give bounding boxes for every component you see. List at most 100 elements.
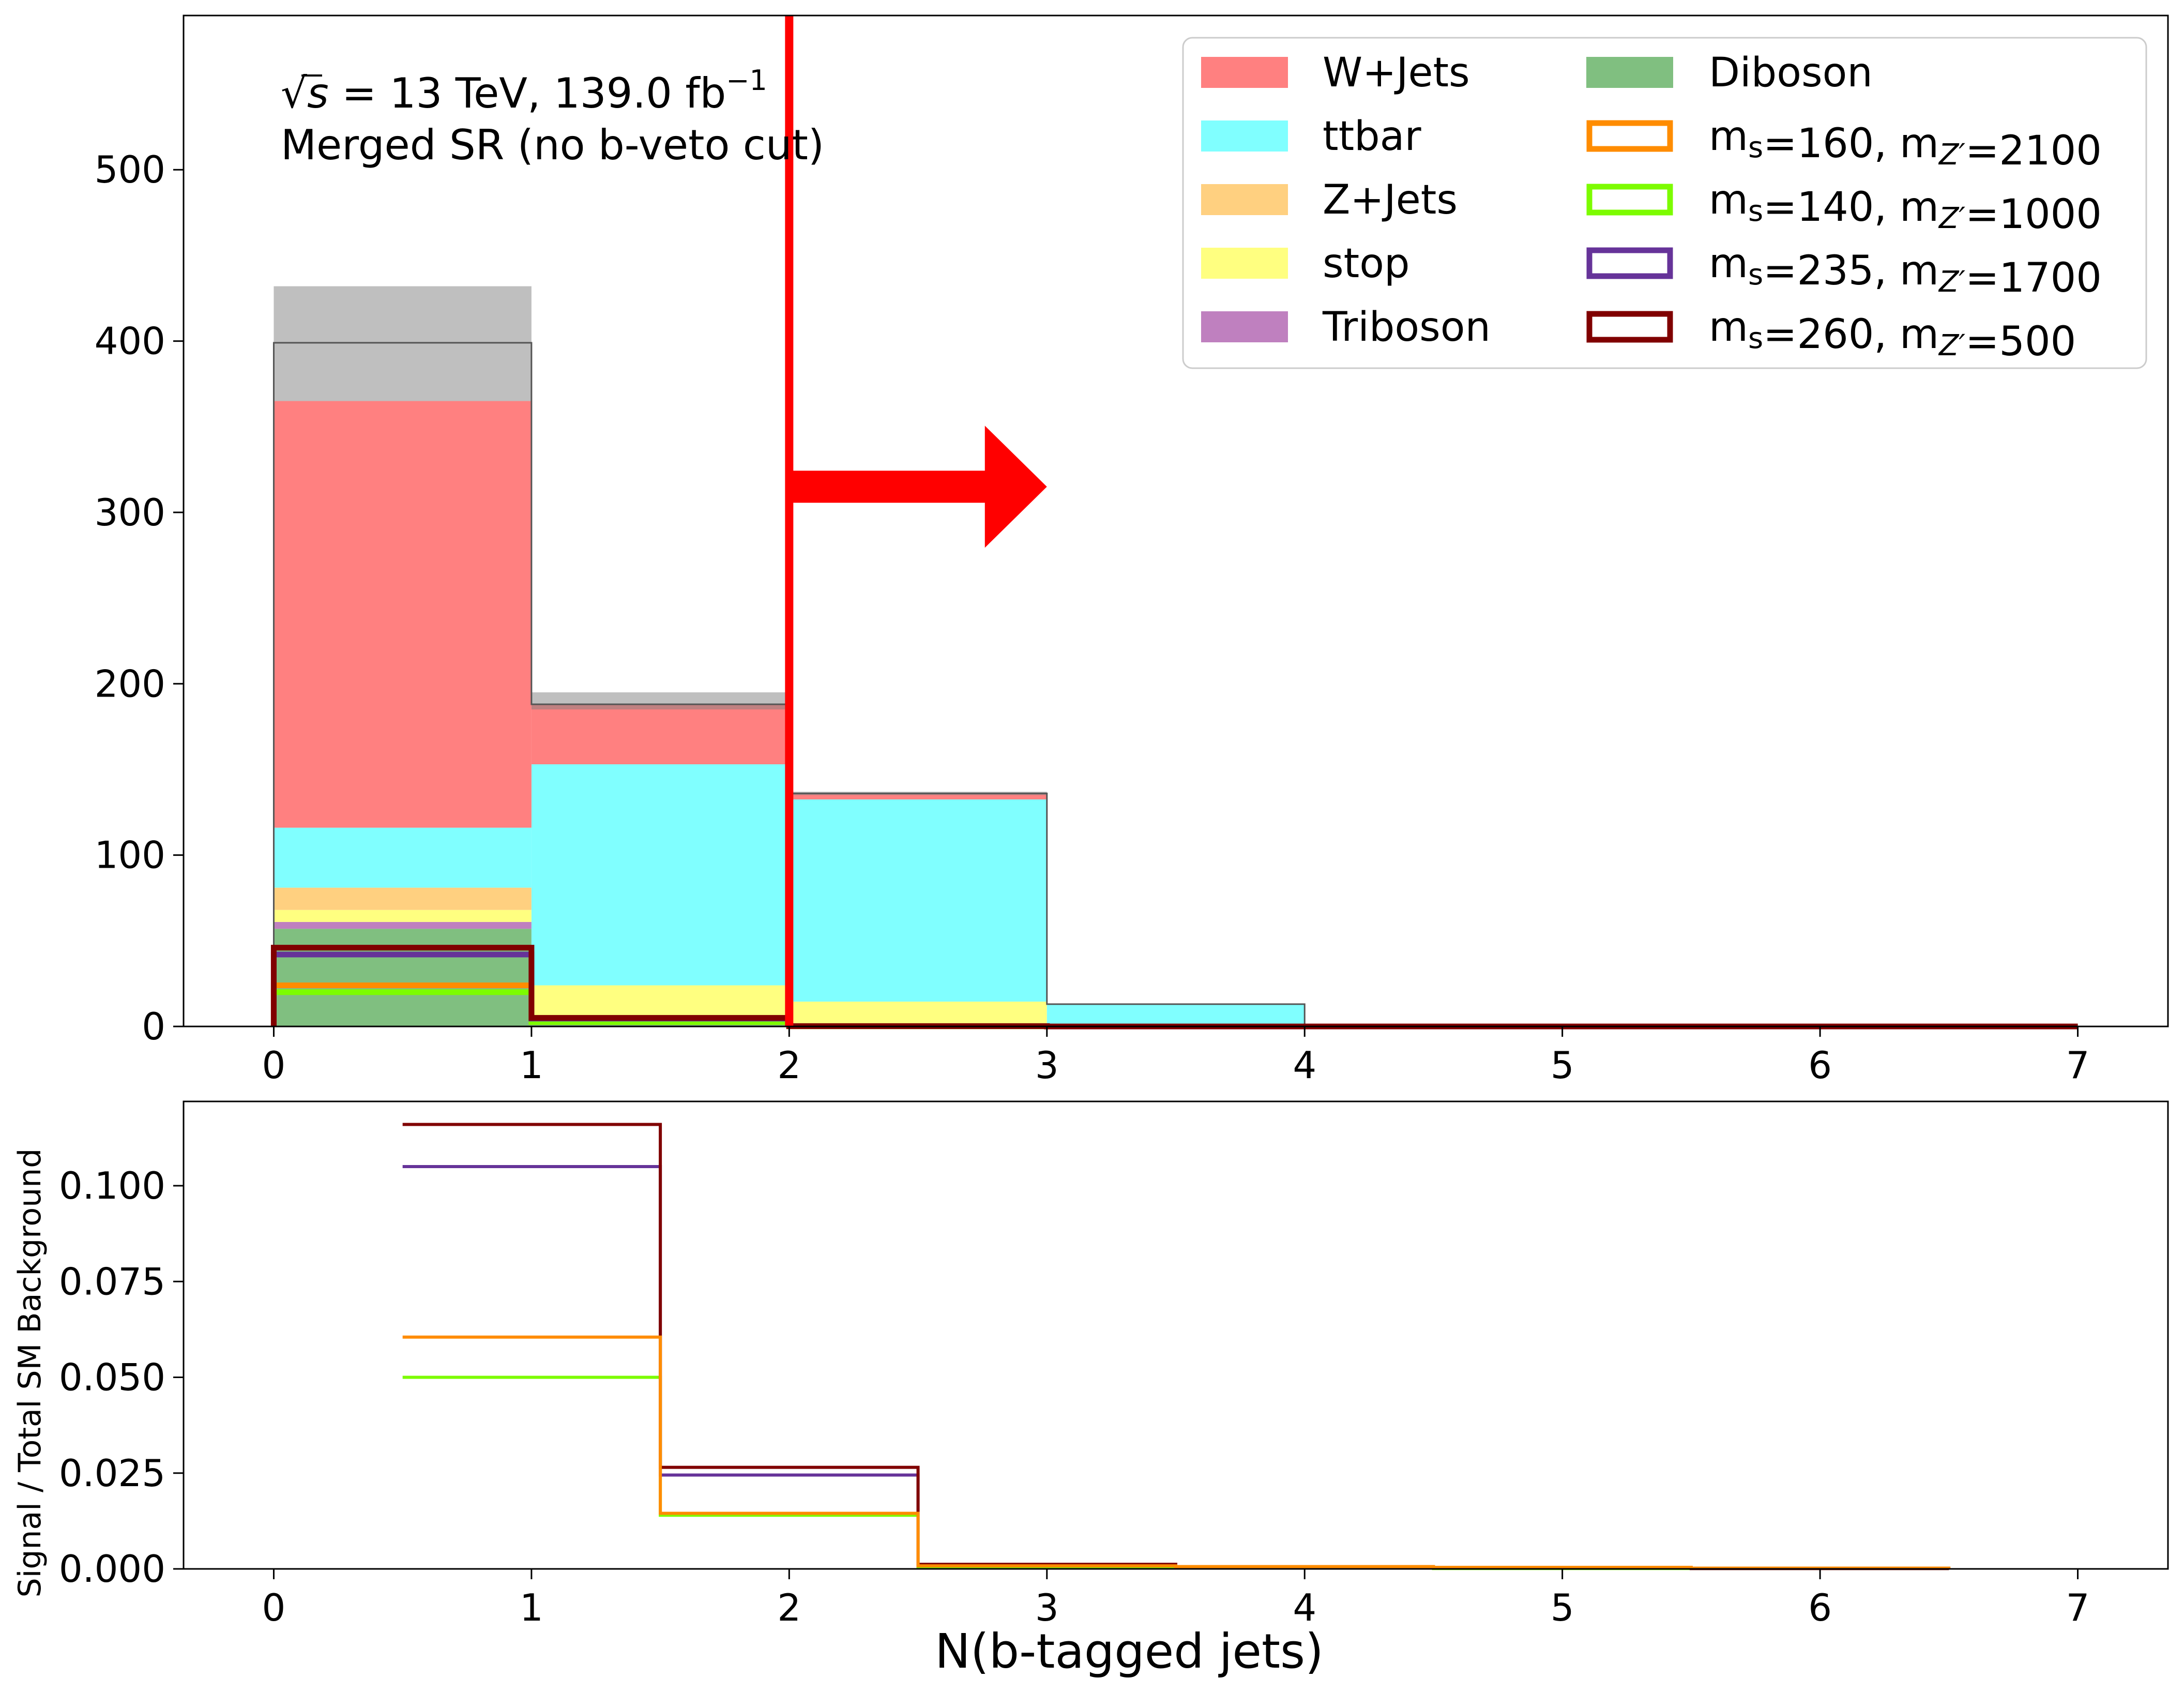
cut-direction-arrow [789,426,1047,548]
legend-swatch-ms-140-mz-1000 [1586,184,1673,216]
main-x-tick-label-3: 3 [1035,1044,1059,1087]
ratio-x-tick-label-2: 2 [777,1586,801,1629]
legend-label-0-4: Triboson [1322,304,1491,351]
main-x-ticks: 0 1 2 3 4 5 6 7 [262,1026,2090,1087]
main-y-tick-label-500: 500 [95,148,165,191]
ratio-x-tick-label-3: 3 [1035,1586,1059,1629]
main-x-tick-label-2: 2 [777,1044,801,1087]
ratio-y-axis-label: Signal / Total SM Background [12,1148,48,1598]
ratio-x-tick-label-5: 5 [1551,1586,1574,1629]
bar-w-jets-bin-1 [531,704,790,765]
bar-w-jets-bin-0 [274,401,532,828]
uncertainty-band [274,286,1047,795]
legend-label-1-3: ms=235, mZ′=1700 [1709,240,2102,301]
ratio-x-tick-label-4: 4 [1293,1586,1316,1629]
legend-label-0-2: Z+Jets [1323,177,1458,223]
legend-swatch-diboson [1586,57,1673,88]
legend-frame [1182,37,2147,369]
legend-label-part: m [1709,177,1748,223]
main-x-tick-label-6: 6 [1808,1044,1832,1087]
main-x-tick-label-7: 7 [2066,1044,2090,1087]
bar-ttbar-bin-3 [1046,1004,1305,1026]
legend-label-0-1: ttbar [1323,113,1421,160]
ratio-y-tick-label-0.100: 0.100 [59,1164,165,1207]
legend-label-part: s [1748,194,1763,228]
legend-swatch-stop [1201,248,1288,279]
legend-label-part: =500 [1965,319,2076,365]
bar-ttbar-bin-1 [531,764,790,986]
legend-label-part: m [1709,304,1748,351]
legend-swatch-ttbar [1201,120,1288,152]
ratio-panel: 0 1 2 3 4 5 6 7 0.000 0.025 0.050 0.075 0.100 N(b-t… [12,1100,2169,1679]
energy-lumi-label: √s = 13 TeV, 139.0 fb−1 [281,64,767,117]
legend-label-part: =140, m [1763,184,1939,231]
main-histogram-panel: 0 1 2 3 4 5 6 7 0 100 200 300 400 500 √s = 13 TeV, 1… [95,14,2169,1087]
region-label: Merged SR (no b-veto cut) [281,121,824,169]
legend-label-1-4: ms=260, mZ′=500 [1709,304,2076,365]
main-y-tick-label-200: 200 [95,662,165,705]
legend-label-part: Z′ [1938,202,1965,235]
main-y-tick-label-400: 400 [95,320,165,363]
ratio-x-tick-label-0: 0 [262,1586,286,1629]
legend-swatch-ms-260-mz-500 [1586,311,1673,343]
legend-label-part: =160, m [1763,120,1939,167]
ratio-x-tick-label-1: 1 [520,1586,543,1629]
legend-label-part: =1700 [1965,255,2102,301]
main-x-tick-label-5: 5 [1551,1044,1574,1087]
ratio-y-tick-label-0.050: 0.050 [59,1356,165,1399]
ratio-y-tick-label-0.000: 0.000 [59,1547,165,1591]
bar-stop-bin-0 [274,910,532,922]
bar-ttbar-bin-2 [789,799,1047,1002]
x-axis-label: N(b-tagged jets) [935,1624,1324,1679]
ratio-x-ticks: 0 1 2 3 4 5 6 7 [262,1569,2090,1629]
ratio-y-tick-label-0.075: 0.075 [59,1260,165,1303]
legend-label-part: m [1709,240,1748,287]
legend-label-part: =235, m [1763,248,1939,294]
main-axes-frame [183,14,2169,1027]
legend-swatch-triboson [1201,311,1288,342]
legend-swatch-w-jets [1201,57,1288,88]
ratio-x-tick-label-6: 6 [1808,1586,1832,1629]
ratio-axes-frame [183,1100,2169,1570]
legend-swatch-ms-235-mz-1700 [1586,247,1673,279]
main-x-tick-label-4: 4 [1293,1044,1316,1087]
cut-indicator [785,16,1047,1026]
main-y-tick-label-100: 100 [95,834,165,877]
legend-label-part: =1000 [1965,191,2102,238]
legend-label-part: m [1709,113,1748,160]
bar-z-jets-bin-0 [274,887,532,910]
main-x-tick-label-1: 1 [520,1044,543,1087]
main-y-ticks: 0 100 200 300 400 500 [95,148,184,1048]
bar-ttbar-bin-0 [274,827,532,888]
bar-diboson-bin-1 [531,1024,790,1026]
legend-label-part: Z′ [1938,265,1965,299]
legend: W+JetsttbarZ+JetsstopTribosonDibosonms=1… [1182,37,2147,369]
bar-w-jets-bin-2 [789,794,1047,799]
legend-label-1-0: Diboson [1709,50,1873,96]
legend-swatch-ms-160-mz-2100 [1586,120,1673,152]
legend-label-part: s [1748,131,1763,164]
main-x-tick-label-0: 0 [262,1044,286,1087]
legend-swatch-z-jets [1201,184,1288,215]
legend-label-1-2: ms=140, mZ′=1000 [1709,177,2102,238]
legend-label-part: Z′ [1938,138,1965,172]
ratio-y-tick-label-0.025: 0.025 [59,1452,165,1495]
ratio-y-ticks: 0.000 0.025 0.050 0.075 0.100 [59,1164,184,1591]
legend-label-1-1: ms=160, mZ′=2100 [1709,113,2102,174]
main-y-tick-label-0: 0 [142,1005,165,1048]
uncertainty-band-bin-1 [531,692,790,709]
legend-label-part: s [1748,322,1763,355]
bar-diboson-bin-0 [274,929,532,1026]
ratio-x-tick-label-7: 7 [2066,1586,2090,1629]
legend-label-part: =260, m [1763,311,1939,358]
legend-label-0-3: stop [1323,240,1409,287]
legend-label-part: Z′ [1938,329,1965,362]
legend-label-0-0: W+Jets [1323,50,1470,96]
bar-triboson-bin-0 [274,921,532,929]
uncertainty-band-bin-0 [274,286,532,401]
bar-stop-bin-2 [789,1001,1047,1026]
main-y-tick-label-300: 300 [95,491,165,534]
legend-label-part: =2100 [1965,128,2102,174]
legend-label-part: s [1748,258,1763,292]
